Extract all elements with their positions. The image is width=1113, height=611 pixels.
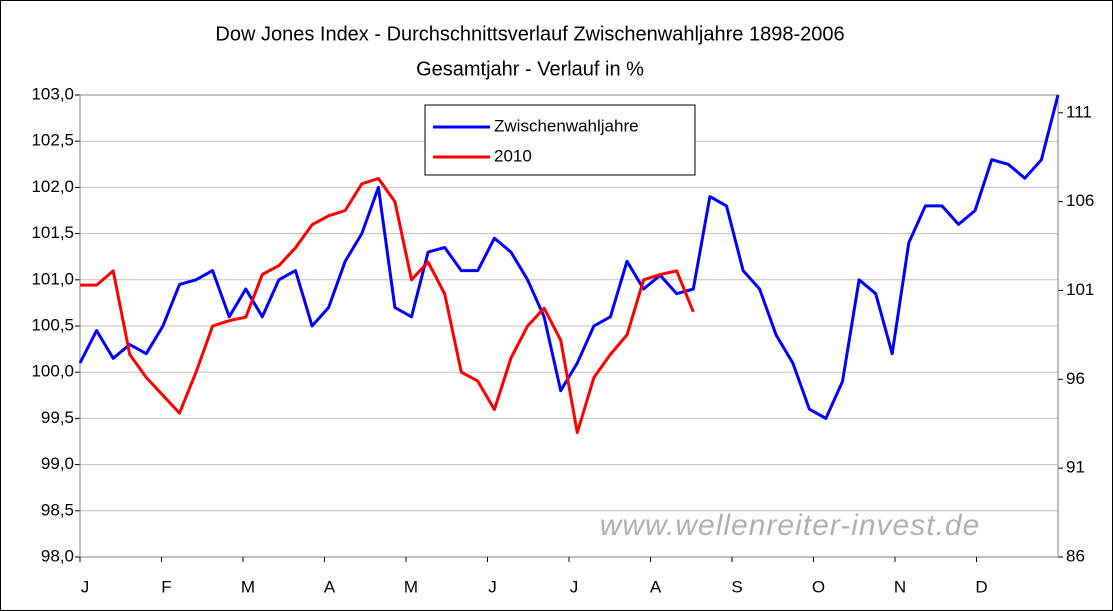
y2-tick-label: 106	[1066, 191, 1094, 210]
x-tick-label: O	[812, 577, 825, 596]
series-line	[78, 94, 1060, 420]
x-tick-label: J	[488, 577, 497, 596]
series-line	[80, 177, 695, 435]
x-tick-label: J	[570, 577, 579, 596]
x-tick-label: J	[81, 577, 90, 596]
y-tick-label: 101,0	[31, 269, 74, 288]
y-tick-label: 100,5	[31, 315, 74, 334]
y-tick-label: 102,0	[31, 177, 74, 196]
y-tick-label: 98,5	[41, 500, 74, 519]
y-tick-label: 99,0	[41, 454, 74, 473]
y2-tick-label: 101	[1066, 280, 1094, 299]
chart-title: Dow Jones Index - Durchschnittsverlauf Z…	[215, 23, 844, 45]
x-tick-label: M	[241, 577, 255, 596]
legend-label: 2010	[494, 146, 532, 165]
y-tick-label: 102,5	[31, 131, 74, 150]
y-tick-label: 103,0	[31, 84, 74, 103]
x-tick-label: N	[894, 577, 906, 596]
x-tick-label: F	[161, 577, 171, 596]
y-tick-label: 100,0	[31, 362, 74, 381]
y2-tick-label: 91	[1066, 458, 1085, 477]
chart-subtitle: Gesamtjahr - Verlauf in %	[416, 58, 644, 80]
legend: Zwischenwahljahre 2010	[424, 104, 696, 176]
x-tick-label: A	[324, 577, 336, 596]
x-tick-label: D	[975, 577, 987, 596]
y-tick-label: 101,5	[31, 223, 74, 242]
y2-tick-label: 86	[1066, 546, 1085, 565]
y2-tick-label: 96	[1066, 369, 1085, 388]
y-tick-label: 98,0	[41, 546, 74, 565]
watermark: www.wellenreiter-invest.de	[600, 509, 981, 542]
x-tick-label: M	[404, 577, 418, 596]
legend-label: Zwischenwahljahre	[494, 116, 639, 135]
y2-tick-label: 111	[1066, 102, 1092, 121]
x-tick-label: S	[731, 577, 742, 596]
legend-box	[424, 104, 696, 176]
x-tick-label: A	[650, 577, 662, 596]
y-tick-label: 99,5	[41, 408, 74, 427]
